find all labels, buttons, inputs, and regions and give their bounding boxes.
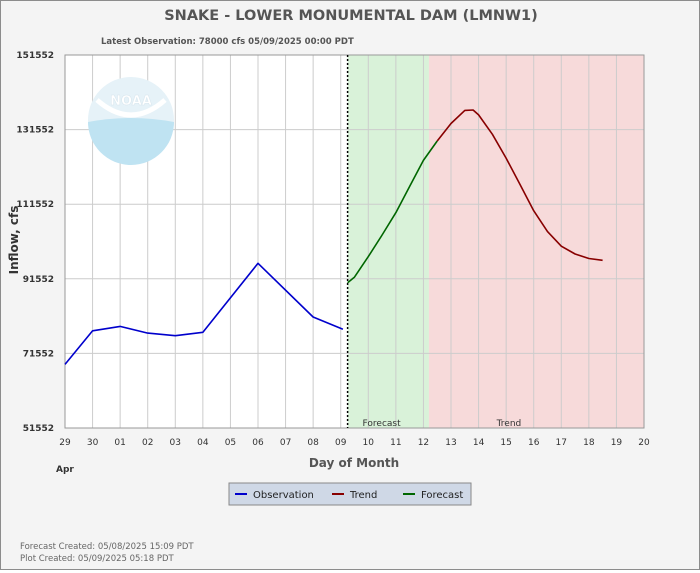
x-axis-label: Day of Month: [309, 456, 399, 470]
x-tick-label: 04: [197, 438, 209, 448]
forecast-created: Forecast Created: 05/08/2025 15:09 PDT: [20, 542, 194, 552]
noaa-logo: NOAA: [88, 77, 174, 165]
chart-title: SNAKE - LOWER MONUMENTAL DAM (LMNW1): [164, 8, 538, 24]
y-tick-label: 91552: [23, 275, 54, 285]
plot-border: [64, 54, 645, 429]
series-line-observation: [64, 262, 344, 365]
region-trend: [428, 55, 644, 428]
chart-legend: Observation Trend Forecast: [228, 482, 472, 506]
chart-subtitle: Latest Observation: 78000 cfs 05/09/2025…: [101, 37, 354, 47]
x-tick-label: 03: [170, 438, 181, 448]
x-tick-label: 12: [418, 438, 429, 448]
y-tick-label: 51552: [23, 424, 54, 434]
region-label-trend: Trend: [496, 419, 522, 429]
region-forecast: [347, 55, 429, 428]
legend-box: [228, 482, 472, 506]
legend-label-observation: Observation: [253, 490, 314, 501]
y-tick-label: 111552: [16, 200, 54, 210]
x-tick-label: 15: [500, 438, 511, 448]
region-label-forecast: Forecast: [363, 419, 402, 429]
x-tick-label: 17: [556, 438, 567, 448]
x-tick-label: 20: [638, 438, 650, 448]
logo-bird: [95, 98, 167, 118]
x-tick-label: 09: [335, 438, 347, 448]
x-tick-label: 08: [307, 438, 319, 448]
x-tick-label: 19: [611, 438, 623, 448]
series-line-forecast: [347, 140, 438, 284]
x-tick-label: 01: [114, 438, 125, 448]
x-tick-label: 11: [390, 438, 401, 448]
y-tick-label: 71552: [23, 349, 54, 359]
x-tick-label: 06: [252, 438, 264, 448]
x-tick-label: 14: [473, 438, 485, 448]
logo-text: NOAA: [110, 94, 152, 109]
x-tick-label: 29: [59, 438, 71, 448]
logo-wave: [88, 118, 174, 165]
month-label: Apr: [56, 465, 74, 475]
x-tick-label: 07: [280, 438, 291, 448]
x-tick-label: 30: [87, 438, 99, 448]
x-tick-label: 16: [528, 438, 540, 448]
x-tick-label: 10: [363, 438, 375, 448]
y-axis-label: Inflow, cfs: [7, 206, 21, 275]
y-tick-label: 151552: [16, 51, 54, 61]
legend-label-trend: Trend: [349, 490, 377, 501]
y-tick-label: 131552: [16, 126, 54, 136]
x-tick-label: 05: [225, 438, 236, 448]
legend-label-forecast: Forecast: [421, 490, 463, 501]
plot-created: Plot Created: 05/09/2025 05:18 PDT: [20, 554, 174, 564]
x-tick-label: 02: [142, 438, 153, 448]
series-line-trend: [436, 109, 603, 262]
x-tick-label: 18: [583, 438, 595, 448]
x-tick-label: 13: [445, 438, 456, 448]
